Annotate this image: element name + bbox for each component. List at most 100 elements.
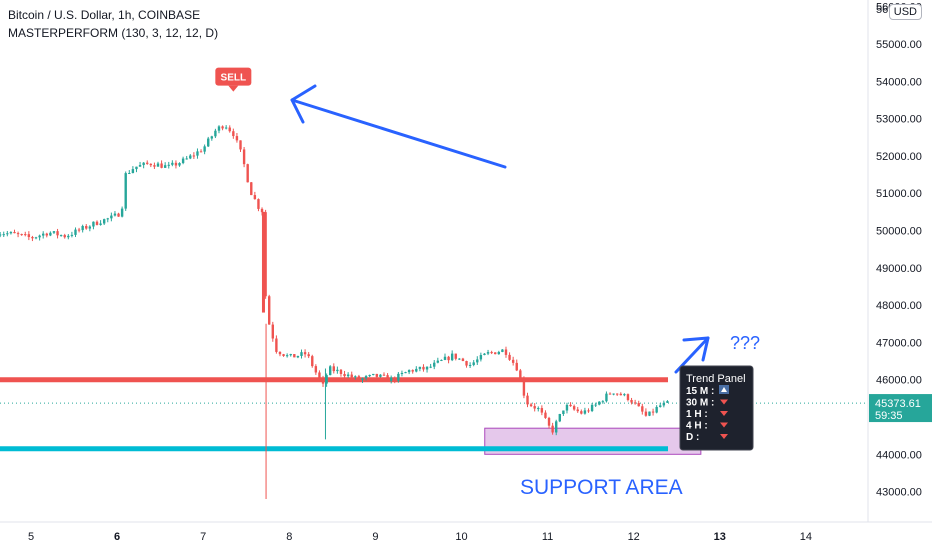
candle-body [418, 366, 422, 369]
candle-body [321, 378, 325, 384]
candle-body [411, 370, 414, 372]
y-tick-label: 48000.00 [876, 300, 922, 312]
candle-body [6, 233, 9, 235]
symbol-title[interactable]: Bitcoin / U.S. Dollar, 1h, COINBASE [8, 8, 201, 22]
candle-body [407, 370, 411, 373]
candle-body [138, 165, 142, 167]
candle-body [163, 165, 167, 168]
candle-body [13, 232, 16, 234]
candle-body [587, 410, 590, 412]
candle-body [192, 155, 196, 157]
candle-body [425, 366, 429, 370]
candle-body [558, 414, 561, 422]
candle-body [494, 352, 497, 355]
candle-body [483, 353, 486, 356]
candle-body [339, 369, 343, 374]
candle-body [429, 366, 432, 368]
candle-body [447, 356, 450, 361]
candle-body [239, 140, 242, 150]
candle-body [56, 231, 59, 236]
x-tick-label: 5 [28, 531, 34, 543]
candle-body [662, 402, 666, 406]
candle-body [34, 237, 38, 239]
candle-body [268, 296, 271, 325]
candle-body [389, 377, 393, 381]
y-tick-label-top: 56 [876, 4, 888, 16]
candle-body [282, 354, 285, 356]
candle-body [572, 406, 576, 410]
candle-body [515, 362, 518, 371]
candle-body [228, 127, 231, 132]
candle-body [74, 229, 77, 235]
support-area-text[interactable]: SUPPORT AREA [520, 476, 683, 499]
candle-body [461, 358, 465, 362]
candle-body [404, 372, 407, 374]
candle-body [52, 231, 56, 233]
y-tick-label: 51000.00 [876, 188, 922, 200]
candle-body [70, 234, 74, 236]
candle-body [519, 370, 522, 379]
y-tick-label: 46000.00 [876, 375, 922, 387]
candle-body [232, 131, 235, 137]
currency-badge[interactable]: USD [888, 4, 922, 20]
candle-body [275, 338, 278, 352]
trend-down-icon [720, 434, 728, 439]
candle-body [300, 352, 303, 356]
candle-body [189, 155, 192, 159]
x-tick-label: 7 [200, 531, 206, 543]
candle-body [372, 373, 375, 375]
candle-body [49, 232, 52, 236]
candle-body [85, 226, 88, 229]
candle-body [196, 151, 199, 156]
candle-body [354, 376, 357, 378]
candle-body [264, 212, 267, 297]
current-price-label[interactable] [869, 394, 932, 423]
candle-body [181, 158, 185, 164]
candle-body [253, 195, 257, 200]
candle-body [318, 372, 321, 379]
up-arrow-head [682, 336, 710, 362]
candle-body [569, 404, 572, 407]
candle-body [95, 221, 99, 225]
candle-body [24, 234, 27, 236]
candle-body [605, 393, 608, 402]
candle-body [203, 146, 206, 152]
candle-body [171, 162, 174, 165]
candle-body [113, 213, 117, 216]
candle-body [167, 164, 170, 166]
x-tick-label: 9 [372, 531, 378, 543]
candle-body [207, 138, 210, 147]
candle-body [149, 163, 153, 166]
sell-label-box[interactable] [215, 67, 252, 86]
indicator-title[interactable]: MASTERPERFORM (130, 3, 12, 12, D) [8, 26, 219, 40]
x-tick-label: 12 [628, 531, 640, 543]
candle-body [436, 360, 440, 363]
candle-body [637, 403, 640, 407]
candle-body [224, 127, 228, 129]
candle-body [526, 395, 529, 405]
candle-body [364, 376, 368, 379]
candle-body [529, 404, 533, 407]
candle-body [440, 359, 443, 361]
candle-body [67, 235, 70, 238]
trend-panel-box[interactable] [679, 365, 754, 451]
candle-body [422, 366, 425, 370]
candle-body [235, 136, 239, 141]
y-tick-label: 53000.00 [876, 114, 922, 126]
candle-body [648, 411, 651, 416]
candle-body [397, 373, 400, 381]
candle-body [296, 355, 300, 358]
candle-body [303, 352, 307, 355]
sell-label-text: SELL [221, 73, 247, 84]
trend-panel-title: Trend Panel [686, 373, 746, 385]
candle-body [285, 355, 289, 357]
chart-legend: Bitcoin / U.S. Dollar, 1h, COINBASE MAST… [8, 6, 218, 42]
down-arrow-line[interactable] [290, 98, 507, 169]
x-tick-label: 10 [455, 531, 467, 543]
candle-body [59, 235, 63, 237]
y-tick-label: 49000.00 [876, 263, 922, 275]
question-text[interactable]: ??? [730, 333, 760, 353]
candle-body [156, 163, 160, 167]
candle-body [544, 412, 547, 418]
